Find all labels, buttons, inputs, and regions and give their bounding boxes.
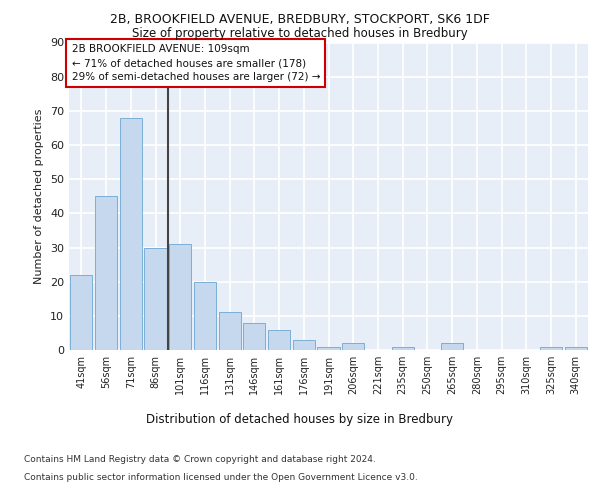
Text: Contains HM Land Registry data © Crown copyright and database right 2024.: Contains HM Land Registry data © Crown c…: [24, 455, 376, 464]
Bar: [317, 346, 340, 350]
Bar: [95, 196, 117, 350]
Bar: [145, 248, 167, 350]
Bar: [441, 343, 463, 350]
Bar: [268, 330, 290, 350]
Bar: [218, 312, 241, 350]
Text: Size of property relative to detached houses in Bredbury: Size of property relative to detached ho…: [132, 28, 468, 40]
Bar: [194, 282, 216, 350]
Text: Distribution of detached houses by size in Bredbury: Distribution of detached houses by size …: [146, 412, 454, 426]
Text: 2B, BROOKFIELD AVENUE, BREDBURY, STOCKPORT, SK6 1DF: 2B, BROOKFIELD AVENUE, BREDBURY, STOCKPO…: [110, 12, 490, 26]
Bar: [342, 343, 364, 350]
Y-axis label: Number of detached properties: Number of detached properties: [34, 108, 44, 284]
Bar: [169, 244, 191, 350]
Bar: [565, 346, 587, 350]
Bar: [70, 275, 92, 350]
Bar: [540, 346, 562, 350]
Text: 2B BROOKFIELD AVENUE: 109sqm
← 71% of detached houses are smaller (178)
29% of s: 2B BROOKFIELD AVENUE: 109sqm ← 71% of de…: [71, 44, 320, 82]
Bar: [119, 118, 142, 350]
Bar: [392, 346, 414, 350]
Text: Contains public sector information licensed under the Open Government Licence v3: Contains public sector information licen…: [24, 472, 418, 482]
Bar: [293, 340, 315, 350]
Bar: [243, 322, 265, 350]
